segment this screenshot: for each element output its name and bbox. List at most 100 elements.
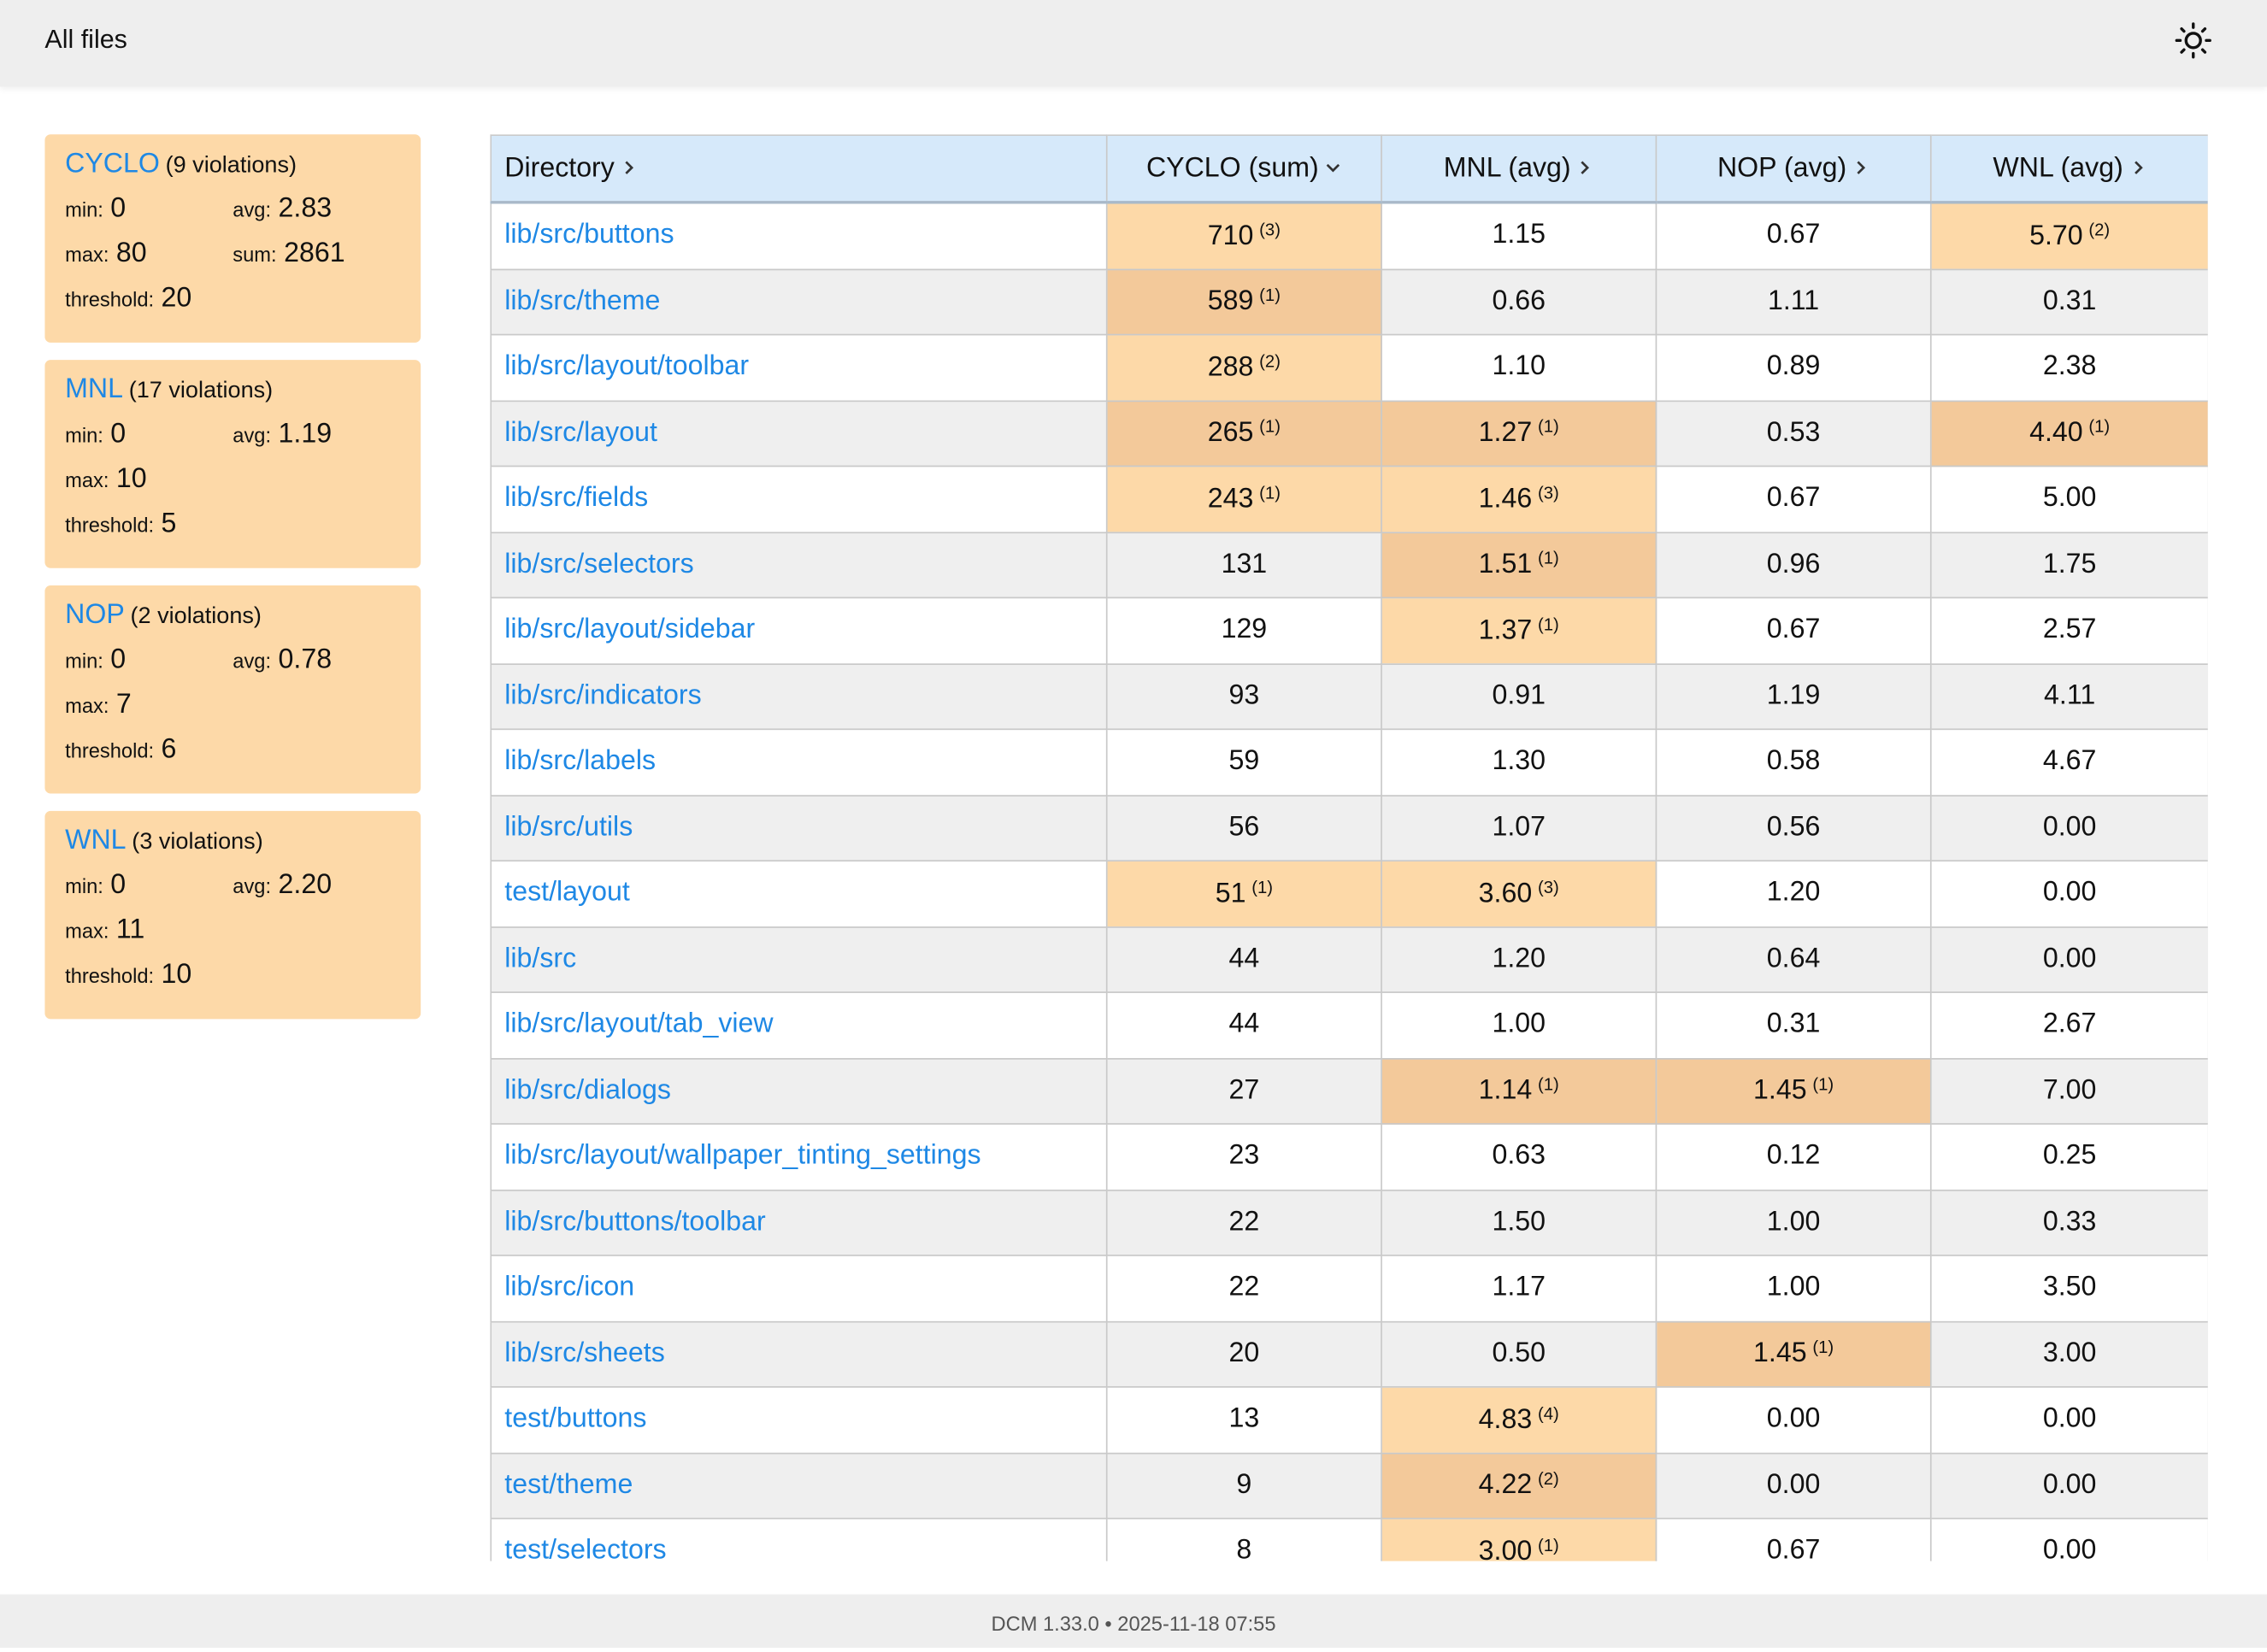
cell-value: 44	[1228, 944, 1260, 974]
stat-row: max: 7	[65, 682, 400, 726]
metric-cell: 1.51 (1)	[1381, 531, 1658, 599]
violation-note: (1)	[1537, 548, 1559, 569]
directory-link[interactable]: lib/src/layout/sidebar	[490, 597, 1108, 665]
stat-row: min: 0 avg: 2.20	[65, 863, 400, 908]
stat-value: 10	[161, 959, 192, 990]
metric-cell: 1.20	[1381, 926, 1658, 993]
metric-cell: 59	[1105, 728, 1382, 797]
metric-cell: 1.46 (3)	[1381, 465, 1658, 533]
directory-link[interactable]: lib/src/sheets	[490, 1320, 1108, 1388]
metric-name[interactable]: NOP	[65, 599, 125, 631]
table-row: test/layout 51 (1) 3.60 (3) 1.20 0.00	[490, 860, 2208, 927]
cell-value: 1.19	[1766, 680, 1821, 711]
metric-cell: 0.58	[1655, 728, 1932, 797]
cell-value: 1.00	[1492, 1008, 1546, 1040]
column-header[interactable]: CYCLO (sum)	[1105, 134, 1382, 204]
chevron	[2134, 160, 2143, 174]
cell-value: 0.12	[1766, 1140, 1821, 1172]
cell-value: 1.51	[1478, 550, 1533, 580]
table-row: lib/src/indicators 93 0.91 1.19 4.11	[490, 662, 2208, 731]
violation-note: (1)	[1259, 285, 1281, 306]
stat-value: 6	[161, 733, 177, 764]
directory-link[interactable]: lib/src/labels	[490, 728, 1108, 797]
metric-name[interactable]: CYCLO	[65, 149, 160, 179]
stat-label: min:	[65, 873, 103, 897]
column-header[interactable]: WNL (avg)	[1929, 134, 2208, 204]
column-header[interactable]: MNL (avg)	[1381, 134, 1658, 204]
table-row: lib/src/layout/toolbar 288 (2) 1.10 0.89 2.38	[490, 333, 2208, 402]
metric-cell: 1.10	[1381, 333, 1658, 402]
stat: threshold: 5	[65, 509, 237, 540]
directory-link[interactable]: test/layout	[490, 860, 1108, 927]
metric-cell: 22	[1105, 1255, 1382, 1322]
column-header[interactable]: NOP (avg)	[1655, 134, 1932, 204]
theme-toggle[interactable]	[2175, 21, 2212, 59]
directory-link[interactable]: test/theme	[490, 1451, 1108, 1520]
stat-row: threshold: 20	[65, 276, 400, 320]
cell-value: 59	[1228, 746, 1260, 777]
table-row: test/theme 9 4.22 (2) 0.00 0.00	[490, 1451, 2208, 1520]
directory-link[interactable]: lib/src/layout/toolbar	[490, 333, 1108, 402]
directory-link[interactable]: test/selectors	[490, 1517, 1108, 1561]
metric-name[interactable]: WNL	[65, 825, 127, 856]
metric-cell: 1.17	[1381, 1255, 1658, 1322]
metric-cell: 7.00	[1929, 1057, 2208, 1125]
cell-value: 8	[1236, 1535, 1252, 1561]
metric-cell: 4.67	[1929, 728, 2208, 797]
cell-value: 13	[1228, 1403, 1260, 1435]
directory-link[interactable]: lib/src/fields	[490, 465, 1108, 533]
directory-link[interactable]: lib/src	[490, 926, 1108, 993]
directory-link[interactable]: lib/src/layout	[490, 399, 1108, 467]
table-row: lib/src/layout/wallpaper_tinting_setting…	[490, 1123, 2208, 1190]
metric-cell: 1.45 (1)	[1655, 1320, 1932, 1388]
stat-label: avg:	[233, 648, 272, 672]
metric-cell: 129	[1105, 597, 1382, 665]
page-title: All files	[44, 24, 127, 54]
directory-link[interactable]: lib/src/selectors	[490, 531, 1108, 599]
metric-cell: 710 (3)	[1105, 201, 1382, 270]
cell-value: 0.00	[2042, 878, 2097, 908]
metric-cell: 0.00	[1929, 794, 2208, 862]
metric-cell: 27	[1105, 1057, 1382, 1125]
metric-cell: 1.50	[1381, 1189, 1658, 1256]
metric-name[interactable]: MNL	[65, 374, 123, 405]
cell-value: 1.07	[1492, 812, 1546, 843]
stat-value: 0	[110, 192, 127, 224]
directory-link[interactable]: lib/src/dialogs	[490, 1057, 1108, 1125]
stat: avg: 1.19	[233, 419, 400, 450]
stat-value: 10	[115, 463, 147, 494]
violation-note: (4)	[1537, 1402, 1559, 1424]
directory-link[interactable]: lib/src/layout/tab_view	[490, 991, 1108, 1059]
cell-value: 4.11	[2044, 680, 2096, 711]
directory-link[interactable]: test/buttons	[490, 1385, 1108, 1454]
cell-value: 0.67	[1766, 1535, 1821, 1561]
directory-link[interactable]: lib/src/indicators	[490, 662, 1108, 731]
directory-link[interactable]: lib/src/layout/wallpaper_tinting_setting…	[490, 1123, 1108, 1190]
stat-label: max:	[65, 242, 109, 266]
table-row: lib/src/layout/tab_view 44 1.00 0.31 2.67	[490, 991, 2208, 1059]
directory-link[interactable]: lib/src/theme	[490, 267, 1108, 336]
cell-value: 0.91	[1492, 680, 1546, 711]
stat-value: 80	[115, 238, 147, 268]
table-row: lib/src/fields 243 (1) 1.46 (3) 0.67 5.00	[490, 465, 2208, 533]
directory-link[interactable]: lib/src/utils	[490, 794, 1108, 862]
metric-cell: 0.33	[1929, 1189, 2208, 1256]
cell-value: 1.00	[1766, 1206, 1821, 1238]
column-header[interactable]: Directory	[490, 134, 1108, 204]
cell-value: 27	[1228, 1074, 1260, 1106]
cell-value: 3.00	[1478, 1536, 1533, 1561]
stat-value: 11	[115, 914, 145, 945]
card-head: CYCLO (9 violations)	[65, 149, 400, 186]
cell-value: 4.83	[1478, 1404, 1533, 1436]
cell-value: 0.58	[1766, 746, 1821, 777]
metric-card: WNL (3 violations) min: 0 avg: 2.20 max: 11 thre…	[44, 810, 421, 1020]
table-row: lib/src/labels 59 1.30 0.58 4.67	[490, 728, 2208, 797]
table-row: lib/src/utils 56 1.07 0.56 0.00	[490, 794, 2208, 862]
directory-link[interactable]: lib/src/icon	[490, 1255, 1108, 1322]
violation-note: (1)	[1537, 1074, 1559, 1095]
metric-cell: 4.22 (2)	[1381, 1451, 1658, 1520]
chevron	[1581, 160, 1590, 174]
directory-link[interactable]: lib/src/buttons/toolbar	[490, 1189, 1108, 1256]
metric-cell: 0.53	[1655, 399, 1932, 467]
directory-link[interactable]: lib/src/buttons	[490, 201, 1108, 270]
